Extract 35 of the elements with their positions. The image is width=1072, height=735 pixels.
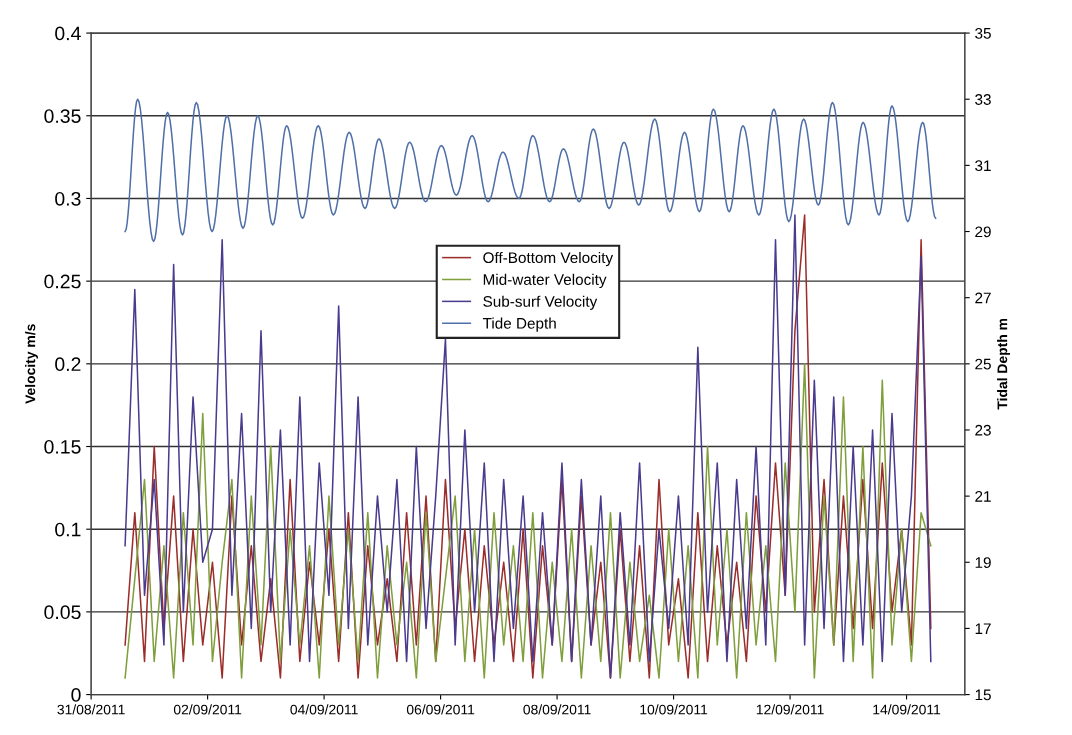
x-tick-label: 04/09/2011 xyxy=(290,704,358,715)
x-tick-label: 08/09/2011 xyxy=(523,704,591,715)
y-tick-label: 0.3 xyxy=(55,191,81,206)
line-series xyxy=(124,363,932,679)
y-tick-label: 0.15 xyxy=(44,439,81,454)
y2-axis-title: Tidal Depth m xyxy=(997,318,1011,410)
x-tick-label: 14/09/2011 xyxy=(873,704,941,715)
y-tick-label: 0.05 xyxy=(44,605,81,620)
y-tick-label: 0.1 xyxy=(55,522,81,537)
y-tick-label: 0.4 xyxy=(55,26,81,41)
legend-label: Mid-water Velocity xyxy=(483,273,607,289)
y2-tick-label: 17 xyxy=(975,623,991,634)
y2-tick-label: 35 xyxy=(975,27,991,39)
y2-tick-label: 33 xyxy=(975,94,991,105)
y-tick-label: 0.25 xyxy=(44,274,81,289)
y2-tick-label: 25 xyxy=(975,358,991,370)
y2-tick-label: 27 xyxy=(975,292,991,304)
x-tick-label: 06/09/2011 xyxy=(406,704,475,715)
x-tick-label: 12/09/2011 xyxy=(756,704,824,715)
y-tick-label: 0.35 xyxy=(44,109,81,123)
y2-tick-label: 15 xyxy=(975,689,991,701)
legend-label: Sub-surf Velocity xyxy=(483,295,598,310)
y2-tick-label: 23 xyxy=(975,424,991,436)
y-tick-label: 0 xyxy=(71,688,81,702)
y2-tick-label: 19 xyxy=(975,557,991,568)
x-tick-label: 02/09/2011 xyxy=(173,704,242,715)
y-tick-label: 0.2 xyxy=(55,357,81,372)
y2-tick-label: 29 xyxy=(975,226,991,238)
legend-label: Tide Depth xyxy=(482,317,556,332)
legend-label: Off-Bottom Velocity xyxy=(483,251,614,267)
x-tick-label: 10/09/2011 xyxy=(640,704,708,715)
y-axis-title: Velocity m/s xyxy=(25,324,38,404)
x-tick-label: 31/08/2011 xyxy=(57,704,125,715)
y2-tick-label: 21 xyxy=(975,490,991,502)
y2-tick-label: 31 xyxy=(975,160,991,172)
